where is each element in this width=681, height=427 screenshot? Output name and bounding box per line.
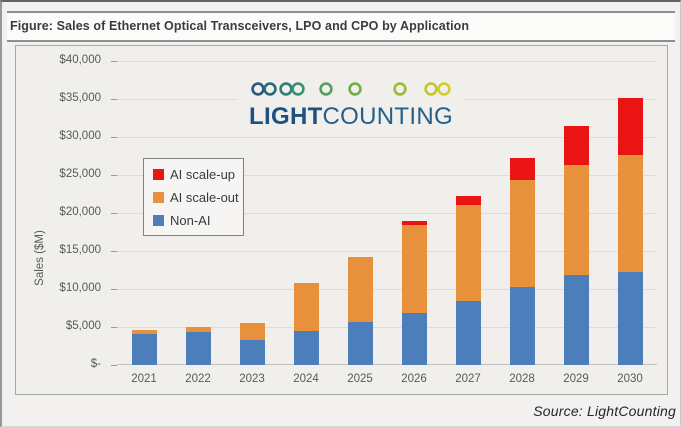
x-axis-label-2030: 2030 xyxy=(617,373,643,385)
gridline xyxy=(117,61,657,62)
bar-segment-non-ai-2025 xyxy=(347,321,373,365)
gridline xyxy=(117,213,657,214)
y-axis-tick xyxy=(111,365,117,366)
bar-segment-ai-scale-out-2024 xyxy=(293,282,319,331)
logo-bead-icon xyxy=(263,82,277,96)
legend-swatch-icon xyxy=(153,169,164,180)
legend-swatch-icon xyxy=(153,192,164,203)
y-axis-tick xyxy=(111,61,117,62)
legend-label: AI scale-up xyxy=(170,167,236,182)
bar-segment-ai-scale-out-2022 xyxy=(185,327,211,333)
x-axis-label-2024: 2024 xyxy=(293,373,319,385)
logo-wordmark: LIGHTCOUNTING xyxy=(238,104,464,129)
y-axis-tick xyxy=(111,137,117,138)
y-axis-tick-label: $10,000 xyxy=(59,282,101,294)
plot-area xyxy=(117,61,657,365)
logo-bead-icon xyxy=(319,82,333,96)
logo-word-light: LIGHT xyxy=(249,103,323,130)
bar-segment-ai-scale-out-2029 xyxy=(563,164,589,275)
x-axis-label-2028: 2028 xyxy=(509,373,535,385)
y-axis-tick-label: $30,000 xyxy=(59,130,101,142)
logo-bead-icon xyxy=(393,82,407,96)
x-axis-label-2026: 2026 xyxy=(401,373,427,385)
logo-bead-icon xyxy=(437,82,451,96)
bar-segment-non-ai-2026 xyxy=(401,313,427,365)
bar-segment-ai-scale-out-2027 xyxy=(455,205,481,302)
logo-bead-icon xyxy=(279,82,293,96)
logo-word-counting: COUNTING xyxy=(322,103,453,130)
gridline xyxy=(117,251,657,252)
gridline xyxy=(117,289,657,290)
y-axis-tick-label: $20,000 xyxy=(59,206,101,218)
bar-segment-ai-scale-out-2021 xyxy=(131,330,157,334)
logo-bead-icon xyxy=(348,82,362,96)
y-axis-tick xyxy=(111,289,117,290)
bar-segment-non-ai-2022 xyxy=(185,332,211,365)
bar-segment-non-ai-2027 xyxy=(455,301,481,365)
y-axis-tick xyxy=(111,213,117,214)
bar-segment-non-ai-2028 xyxy=(509,287,535,365)
legend-item: AI scale-out xyxy=(153,190,239,205)
gridline xyxy=(117,137,657,138)
x-axis-label-2027: 2027 xyxy=(455,373,481,385)
y-axis-tick xyxy=(111,251,117,252)
legend-item: AI scale-up xyxy=(153,167,237,182)
bar-segment-non-ai-2029 xyxy=(563,274,589,365)
x-axis-label-2029: 2029 xyxy=(563,373,589,385)
y-axis-tick-label: $35,000 xyxy=(59,92,101,104)
y-axis-tick-label: $40,000 xyxy=(59,54,101,66)
source-note: Source: LightCounting xyxy=(533,403,676,419)
y-axis-tick-label: $15,000 xyxy=(59,244,101,256)
x-axis-label-2022: 2022 xyxy=(185,373,211,385)
figure-title: Figure: Sales of Ethernet Optical Transc… xyxy=(10,19,470,33)
x-axis-label-2023: 2023 xyxy=(239,373,265,385)
bar-segment-ai-scale-up-2029 xyxy=(563,126,589,165)
x-axis-label-2025: 2025 xyxy=(347,373,373,385)
bar-segment-non-ai-2030 xyxy=(617,271,643,365)
legend: AI scale-up AI scale-out Non-AI xyxy=(143,158,244,236)
bar-segment-ai-scale-up-2026 xyxy=(401,221,427,226)
figure-title-bar: Figure: Sales of Ethernet Optical Transc… xyxy=(7,11,675,42)
y-axis-tick-label: $5,000 xyxy=(65,320,101,332)
bar-segment-non-ai-2024 xyxy=(293,330,319,365)
logo-beads-icon xyxy=(238,78,464,105)
bar-segment-ai-scale-out-2025 xyxy=(347,257,373,322)
y-axis-tick-label: $25,000 xyxy=(59,168,101,180)
y-axis-tick xyxy=(111,327,117,328)
chart-box: LIGHTCOUNTING Sales ($M) $- $5,000 $10,000… xyxy=(15,45,668,395)
legend-label: Non-AI xyxy=(170,213,211,228)
bar-segment-ai-scale-up-2028 xyxy=(509,158,535,180)
gridline xyxy=(117,175,657,176)
y-axis-tick xyxy=(111,99,117,100)
legend-swatch-icon xyxy=(153,215,164,226)
bar-segment-ai-scale-out-2026 xyxy=(401,225,427,314)
bar-segment-non-ai-2023 xyxy=(239,339,265,365)
logo-bead-icon xyxy=(251,82,265,96)
bar-segment-non-ai-2021 xyxy=(131,333,157,365)
bar-segment-ai-scale-out-2028 xyxy=(509,179,535,288)
legend-item: Non-AI xyxy=(153,213,237,228)
lightcounting-logo: LIGHTCOUNTING xyxy=(238,76,464,130)
legend-label: AI scale-out xyxy=(170,190,239,205)
bar-segment-ai-scale-up-2027 xyxy=(455,195,481,206)
logo-bead-icon xyxy=(291,82,305,96)
bar-segment-ai-scale-out-2030 xyxy=(617,155,643,272)
x-axis-label-2021: 2021 xyxy=(131,373,157,385)
bar-segment-ai-scale-up-2030 xyxy=(617,98,643,156)
bar-segment-ai-scale-out-2023 xyxy=(239,323,265,340)
y-axis-tick-label: $- xyxy=(90,358,101,370)
x-axis-line xyxy=(117,364,657,365)
logo-bead-icon xyxy=(424,82,438,96)
y-axis-tick xyxy=(111,175,117,176)
gridline xyxy=(117,327,657,328)
